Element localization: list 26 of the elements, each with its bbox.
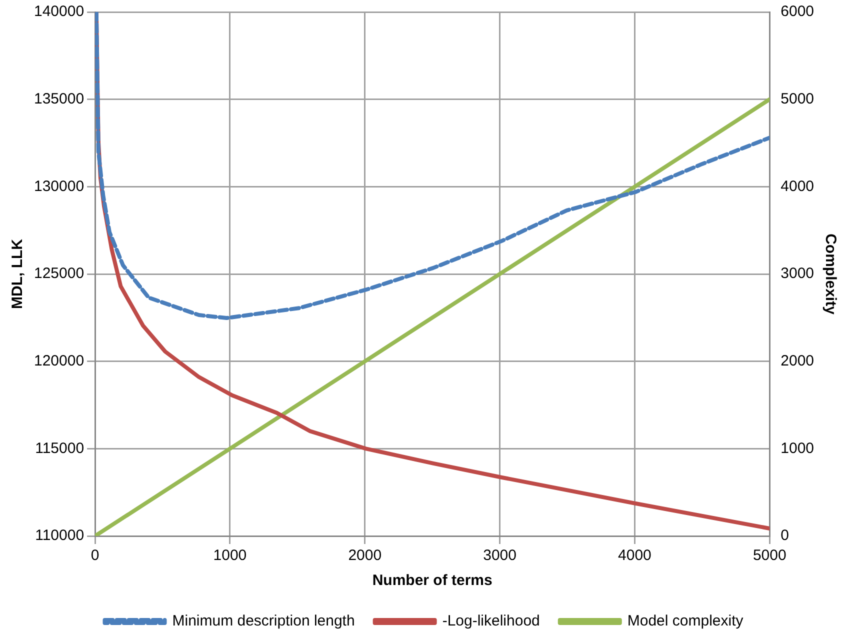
y2-tick-label: 5000 xyxy=(780,90,814,108)
y-tick-label: 130000 xyxy=(34,178,84,195)
y-tick-label: 125000 xyxy=(34,265,84,282)
x-tick-label: 1000 xyxy=(213,547,247,564)
y2-tick-label: 2000 xyxy=(780,352,814,370)
y2-tick-label: 3000 xyxy=(780,265,814,282)
x-tick-label: 2000 xyxy=(348,547,382,564)
x-tick-label: 0 xyxy=(90,547,100,564)
x-tick-label: 4000 xyxy=(618,547,652,564)
y-tick-label: 110000 xyxy=(35,527,84,544)
y2-tick-label: 0 xyxy=(780,527,789,544)
legend-label: -Log-likelihood xyxy=(442,612,540,630)
x-tick-label: 5000 xyxy=(752,547,786,564)
y-tick-label: 115000 xyxy=(35,440,84,457)
y2-tick-label: 6000 xyxy=(780,3,814,20)
y2-axis-title: Complexity xyxy=(822,234,839,316)
y-tick-label: 140000 xyxy=(34,3,84,20)
x-axis-title: Number of terms xyxy=(372,572,492,590)
legend-label: Model complexity xyxy=(627,612,744,630)
y-axis-title: MDL, LLK xyxy=(9,238,26,309)
y-tick-label: 120000 xyxy=(34,352,84,370)
y2-tick-label: 1000 xyxy=(780,440,814,457)
y2-tick-label: 4000 xyxy=(780,178,814,195)
y-tick-label: 135000 xyxy=(34,90,84,108)
legend-label: Minimum description length xyxy=(172,612,355,630)
x-tick-label: 3000 xyxy=(483,547,516,564)
